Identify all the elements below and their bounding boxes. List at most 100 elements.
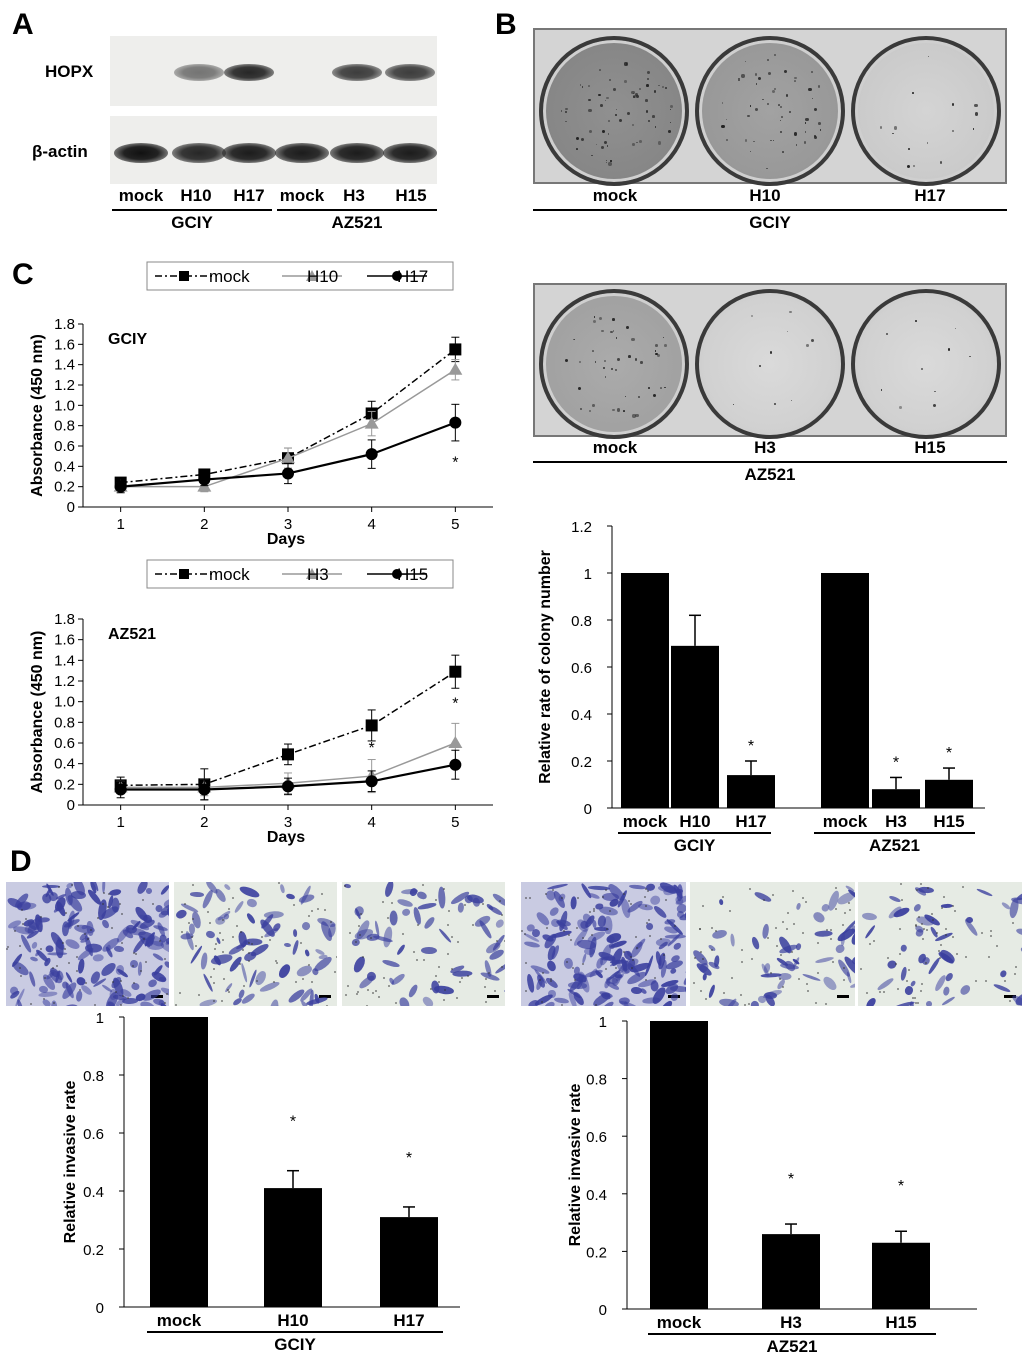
- cell: [111, 897, 120, 913]
- membrane-pore: [256, 979, 259, 982]
- membrane-pore: [179, 991, 182, 994]
- cell: [493, 959, 505, 976]
- membrane-pore: [387, 917, 390, 920]
- y-tick-label: 0.8: [586, 1072, 607, 1089]
- membrane-pore: [187, 921, 190, 924]
- membrane-pore: [816, 971, 819, 974]
- band-actin: [222, 143, 276, 163]
- colony-dot: [738, 78, 741, 81]
- membrane-pore: [307, 914, 310, 917]
- membrane-pore: [807, 989, 810, 992]
- colony-dot: [669, 108, 671, 110]
- membrane-pore: [42, 998, 45, 1001]
- scale-bar: [1004, 995, 1016, 998]
- cell: [223, 882, 232, 890]
- cell: [162, 959, 169, 969]
- membrane-pore: [700, 950, 703, 953]
- point-circle: [114, 480, 127, 493]
- row-label-actin: β-actin: [32, 142, 88, 161]
- membrane-pore: [804, 900, 807, 903]
- cell: [64, 937, 81, 952]
- membrane-pore: [145, 961, 148, 964]
- membrane-pore: [323, 908, 326, 911]
- colony-dot: [912, 164, 916, 168]
- y-tick-label: 0: [584, 801, 592, 818]
- cell: [381, 958, 401, 969]
- membrane-pore: [212, 999, 215, 1002]
- membrane-pore: [14, 929, 17, 932]
- colony-dot: [769, 139, 772, 142]
- membrane-pore: [916, 888, 919, 891]
- membrane-pore: [577, 896, 580, 899]
- colony-dot: [767, 102, 770, 105]
- colony-dot: [604, 360, 606, 363]
- colony-dot: [662, 336, 664, 338]
- group-label-gciy: GCIY: [171, 213, 213, 232]
- colony-dot: [612, 408, 615, 411]
- cell: [129, 959, 139, 969]
- cell: [587, 891, 601, 900]
- membrane-pore: [247, 952, 250, 955]
- legend-label: H15: [397, 565, 428, 584]
- membrane-pore: [197, 994, 200, 997]
- membrane-pore: [551, 888, 554, 891]
- membrane-pore: [664, 898, 667, 901]
- membrane-pore: [243, 984, 246, 987]
- membrane-pore: [260, 935, 263, 938]
- y-tick-label: 1.2: [54, 673, 75, 690]
- colony-dot: [779, 130, 783, 134]
- band-hopx: [174, 64, 224, 81]
- cell: [16, 900, 32, 912]
- membrane-pore: [390, 901, 393, 904]
- membrane-pore: [936, 932, 939, 934]
- membrane-pore: [221, 1000, 224, 1003]
- band-hopx: [332, 64, 382, 81]
- colony-dot: [647, 120, 651, 123]
- colony-dot: [885, 332, 888, 336]
- point-circle: [198, 473, 211, 486]
- invasion-image: [690, 882, 855, 1006]
- membrane-pore: [1004, 980, 1007, 983]
- dish-label: mock: [592, 438, 638, 457]
- membrane-pore: [849, 908, 851, 911]
- scale-bar: [487, 995, 499, 998]
- cell: [239, 962, 248, 983]
- membrane-pore: [107, 905, 110, 908]
- point-triangle: [448, 362, 463, 375]
- membrane-pore: [111, 980, 114, 983]
- significance-star: *: [748, 738, 754, 755]
- membrane-pore: [879, 991, 882, 994]
- membrane-pore: [437, 965, 440, 968]
- y-axis-label: Absorbance (450 nm): [29, 631, 46, 794]
- y-tick-label: 0.8: [571, 613, 592, 630]
- membrane-pore: [163, 958, 166, 961]
- membrane-pore: [938, 956, 941, 959]
- membrane-pore: [421, 884, 424, 887]
- cell: [406, 983, 420, 999]
- membrane-pore: [780, 954, 783, 957]
- colony-dot: [614, 369, 617, 372]
- membrane-pore: [544, 892, 547, 895]
- membrane-pore: [239, 963, 242, 966]
- membrane-pore: [529, 896, 532, 899]
- membrane-pore: [21, 909, 24, 912]
- membrane-pore: [693, 957, 696, 960]
- membrane-pore: [521, 930, 524, 933]
- membrane-pore: [926, 928, 929, 931]
- cell: [811, 910, 827, 925]
- bar: [150, 1017, 208, 1307]
- membrane-pore: [926, 886, 929, 889]
- membrane-pore: [582, 962, 585, 965]
- cell: [76, 958, 85, 974]
- colony-dot: [793, 132, 798, 136]
- membrane-pore: [458, 981, 461, 984]
- cell: [671, 941, 683, 952]
- colony-dot: [753, 140, 755, 143]
- group-label: GCIY: [274, 1335, 316, 1354]
- cell: [421, 915, 436, 931]
- colony-dot: [926, 142, 929, 144]
- colony-dot: [762, 99, 764, 101]
- colony-dot: [664, 87, 667, 89]
- membrane-pore: [592, 908, 595, 911]
- membrane-pore: [524, 990, 527, 993]
